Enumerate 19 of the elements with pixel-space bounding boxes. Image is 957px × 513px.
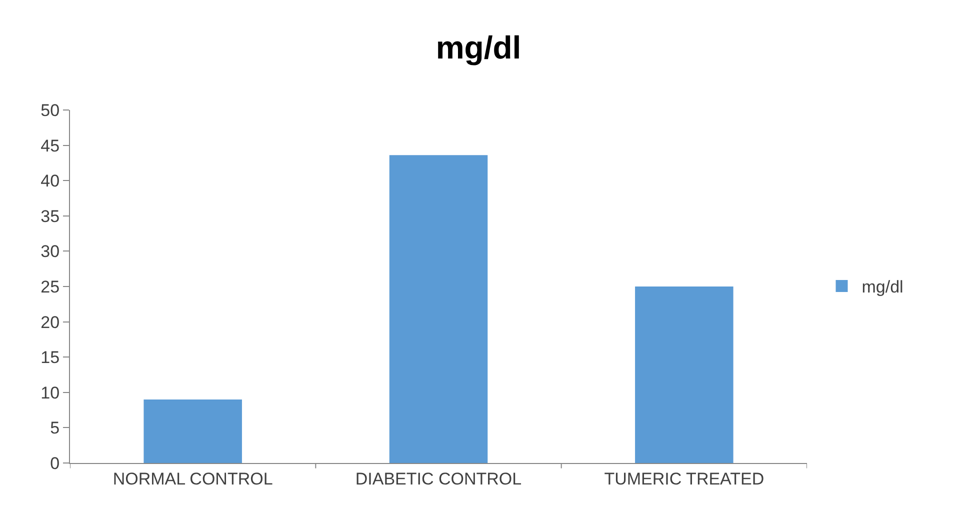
y-tick-label: 5 xyxy=(50,418,60,438)
legend-label: mg/dl xyxy=(862,278,904,297)
y-tick-label: 25 xyxy=(40,277,60,296)
y-tick-label: 30 xyxy=(40,242,60,262)
y-tick-label: 15 xyxy=(40,348,60,368)
y-tick-label: 10 xyxy=(40,383,60,402)
y-tick-label: 45 xyxy=(40,136,60,156)
bar xyxy=(635,286,734,463)
y-tick-label: 0 xyxy=(50,454,60,473)
chart-title: mg/dl xyxy=(436,29,522,66)
y-tick-label: 20 xyxy=(40,312,60,332)
x-tick-label: TUMERIC TREATED xyxy=(604,469,764,488)
y-tick-label: 35 xyxy=(40,206,60,226)
x-tick-label: DIABETIC CONTROL xyxy=(355,469,522,488)
y-tick-label: 50 xyxy=(40,100,60,120)
x-tick-label: NORMAL CONTROL xyxy=(112,469,273,488)
bar xyxy=(144,399,242,463)
bar xyxy=(389,155,488,463)
y-tick-label: 40 xyxy=(40,172,60,191)
